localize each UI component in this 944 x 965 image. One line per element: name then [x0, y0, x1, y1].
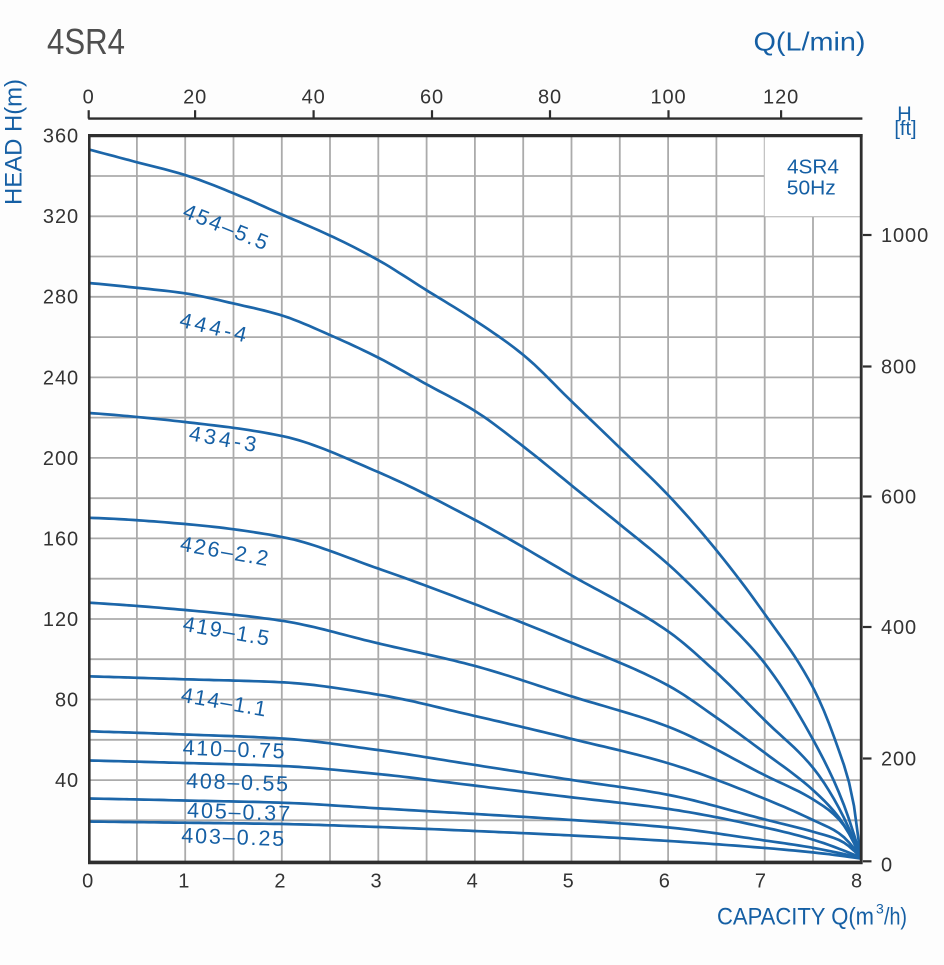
- svg-text:8: 8: [851, 871, 863, 893]
- svg-text:800: 800: [881, 357, 917, 379]
- svg-text:120: 120: [763, 87, 799, 109]
- svg-text:280: 280: [43, 287, 79, 309]
- svg-text:80: 80: [55, 690, 79, 712]
- svg-text:40: 40: [302, 87, 326, 109]
- svg-text:1: 1: [178, 871, 190, 893]
- svg-text:2: 2: [274, 871, 286, 893]
- svg-text:4SR4: 4SR4: [787, 156, 839, 178]
- svg-text:80: 80: [538, 87, 562, 109]
- svg-text:600: 600: [881, 487, 917, 509]
- svg-text:200: 200: [43, 448, 79, 470]
- svg-text:60: 60: [420, 87, 444, 109]
- svg-text:5: 5: [563, 871, 575, 893]
- svg-text:4: 4: [467, 871, 479, 893]
- svg-text:/h): /h): [884, 904, 907, 931]
- svg-text:400: 400: [881, 617, 917, 639]
- svg-text:320: 320: [43, 206, 79, 228]
- svg-text:1000: 1000: [881, 225, 929, 247]
- svg-text:0: 0: [83, 87, 95, 109]
- svg-text:6: 6: [659, 871, 671, 893]
- svg-text:160: 160: [43, 528, 79, 550]
- svg-text:H: H: [897, 103, 911, 125]
- svg-text:HEAD H(m): HEAD H(m): [1, 79, 28, 205]
- svg-text:200: 200: [881, 749, 917, 771]
- svg-text:40: 40: [55, 770, 79, 792]
- svg-text:120: 120: [43, 609, 79, 631]
- svg-text:Q(L/min): Q(L/min): [754, 26, 866, 56]
- svg-text:405–0.37: 405–0.37: [187, 798, 291, 826]
- svg-text:0: 0: [881, 855, 893, 877]
- svg-text:4SR4: 4SR4: [47, 21, 125, 62]
- svg-text:240: 240: [43, 367, 79, 389]
- svg-text:408–0.55: 408–0.55: [186, 769, 289, 797]
- svg-text:3: 3: [876, 901, 884, 917]
- svg-text:7: 7: [755, 871, 767, 893]
- svg-text:50Hz: 50Hz: [787, 178, 836, 200]
- svg-text:100: 100: [650, 87, 686, 109]
- svg-text:[ft]: [ft]: [894, 118, 916, 140]
- svg-text:410–0.75: 410–0.75: [182, 736, 285, 764]
- svg-text:0: 0: [82, 871, 94, 893]
- svg-text:360: 360: [43, 126, 79, 148]
- svg-text:3: 3: [370, 871, 382, 893]
- svg-text:CAPACITY Q(m: CAPACITY Q(m: [717, 904, 874, 931]
- svg-text:20: 20: [183, 87, 207, 109]
- svg-text:403–0.25: 403–0.25: [181, 824, 285, 852]
